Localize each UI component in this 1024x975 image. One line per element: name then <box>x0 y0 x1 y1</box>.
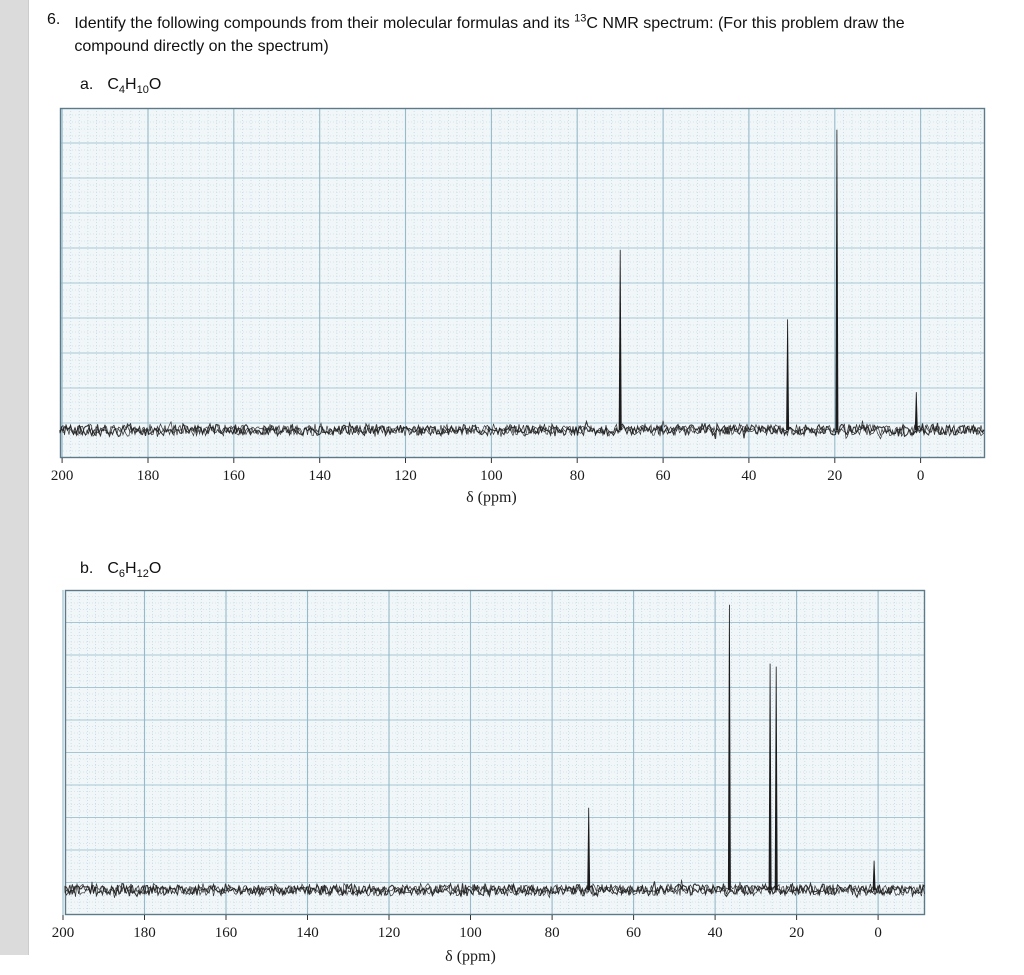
x-tick-label: 120 <box>378 925 401 941</box>
major-grid-horizontal <box>60 142 985 424</box>
x-axis-title: δ (ppm) <box>466 489 517 506</box>
x-tick-label: 40 <box>708 925 723 941</box>
question-text: Identify the following compounds from th… <box>74 8 904 58</box>
formula-symbol: O <box>148 76 162 93</box>
x-axis: 200 180 160 140 120 100 80 60 40 20 0 <box>51 458 925 484</box>
x-tick-label: 200 <box>51 468 74 484</box>
nmr-peak <box>914 392 918 430</box>
part-b-heading: b. C6H12O <box>80 560 161 580</box>
major-grid-vertical <box>62 590 879 915</box>
x-tick-label: 120 <box>394 468 417 484</box>
formula-subscript: 4 <box>118 84 126 97</box>
question-line1: Identify the following compounds from th… <box>74 13 905 33</box>
x-tick-label: 0 <box>917 468 925 484</box>
minor-grid-horizontal <box>60 114 985 452</box>
baseline-noise <box>64 881 925 897</box>
formula-subscript: 12 <box>136 568 149 581</box>
part-a-formula: C4H10O <box>107 76 161 96</box>
part-a-heading: a. C4H10O <box>80 76 161 96</box>
x-tick-label: 60 <box>656 468 671 484</box>
x-tick-label: 60 <box>626 925 641 941</box>
page-left-margin <box>0 0 29 955</box>
formula-symbol: C <box>107 560 119 577</box>
nmr-peak <box>727 604 731 890</box>
x-tick-label: 160 <box>223 468 246 484</box>
question-text-part2: C NMR spectrum: (For this problem draw t… <box>586 15 905 33</box>
x-tick-label: 20 <box>789 925 804 941</box>
formula-symbol: O <box>148 560 162 577</box>
nmr-peak <box>618 249 622 430</box>
part-a-letter: a. <box>80 76 94 93</box>
x-tick-label: 180 <box>133 925 156 941</box>
x-axis: 200 180 160 140 120 100 80 60 40 20 0 <box>52 915 882 941</box>
formula-subscript: 6 <box>118 568 126 581</box>
question-line2: compound directly on the spectrum) <box>74 38 329 56</box>
question-number: 6. <box>47 11 61 28</box>
plot-border <box>59 107 986 459</box>
x-tick-label: 180 <box>137 468 160 484</box>
x-tick-label: 40 <box>741 468 756 484</box>
part-b-letter: b. <box>80 560 94 577</box>
formula-symbol: H <box>125 76 137 93</box>
part-b-formula: C6H12O <box>107 560 161 580</box>
nmr-peak <box>786 319 790 430</box>
question: 6. Identify the following compounds from… <box>47 8 905 58</box>
x-axis-title: δ (ppm) <box>445 948 496 965</box>
x-tick-label: 20 <box>827 468 842 484</box>
formula-symbol: C <box>107 76 119 93</box>
plot-border <box>64 589 926 916</box>
baseline-noise <box>59 420 985 440</box>
formula-subscript: 10 <box>136 84 149 97</box>
x-tick-label: 80 <box>545 925 560 941</box>
nmr-peak <box>768 663 772 890</box>
nmr-peak <box>835 129 839 431</box>
nmr-spectrum-b: 200 180 160 140 120 100 80 60 40 20 0δ (ppm) <box>52 589 926 965</box>
question-text-part1: Identify the following compounds from th… <box>74 15 575 33</box>
nmr-peak <box>587 807 591 890</box>
x-tick-label: 0 <box>874 925 882 941</box>
major-grid-vertical <box>61 108 922 458</box>
major-grid-horizontal <box>65 622 925 883</box>
minor-grid-horizontal <box>65 596 925 909</box>
nmr-spectrum-a: 200 180 160 140 120 100 80 60 40 20 0δ (ppm) <box>51 107 986 506</box>
x-tick-label: 160 <box>215 925 238 941</box>
x-tick-label: 140 <box>308 468 331 484</box>
x-tick-label: 140 <box>296 925 319 941</box>
x-tick-label: 100 <box>459 925 482 941</box>
x-tick-label: 100 <box>480 468 503 484</box>
x-tick-label: 80 <box>570 468 585 484</box>
nmr-peak <box>774 666 778 890</box>
formula-symbol: H <box>125 560 137 577</box>
isotope-superscript: 13 <box>574 13 587 25</box>
x-tick-label: 200 <box>52 925 75 941</box>
nmr-peak <box>872 860 876 890</box>
